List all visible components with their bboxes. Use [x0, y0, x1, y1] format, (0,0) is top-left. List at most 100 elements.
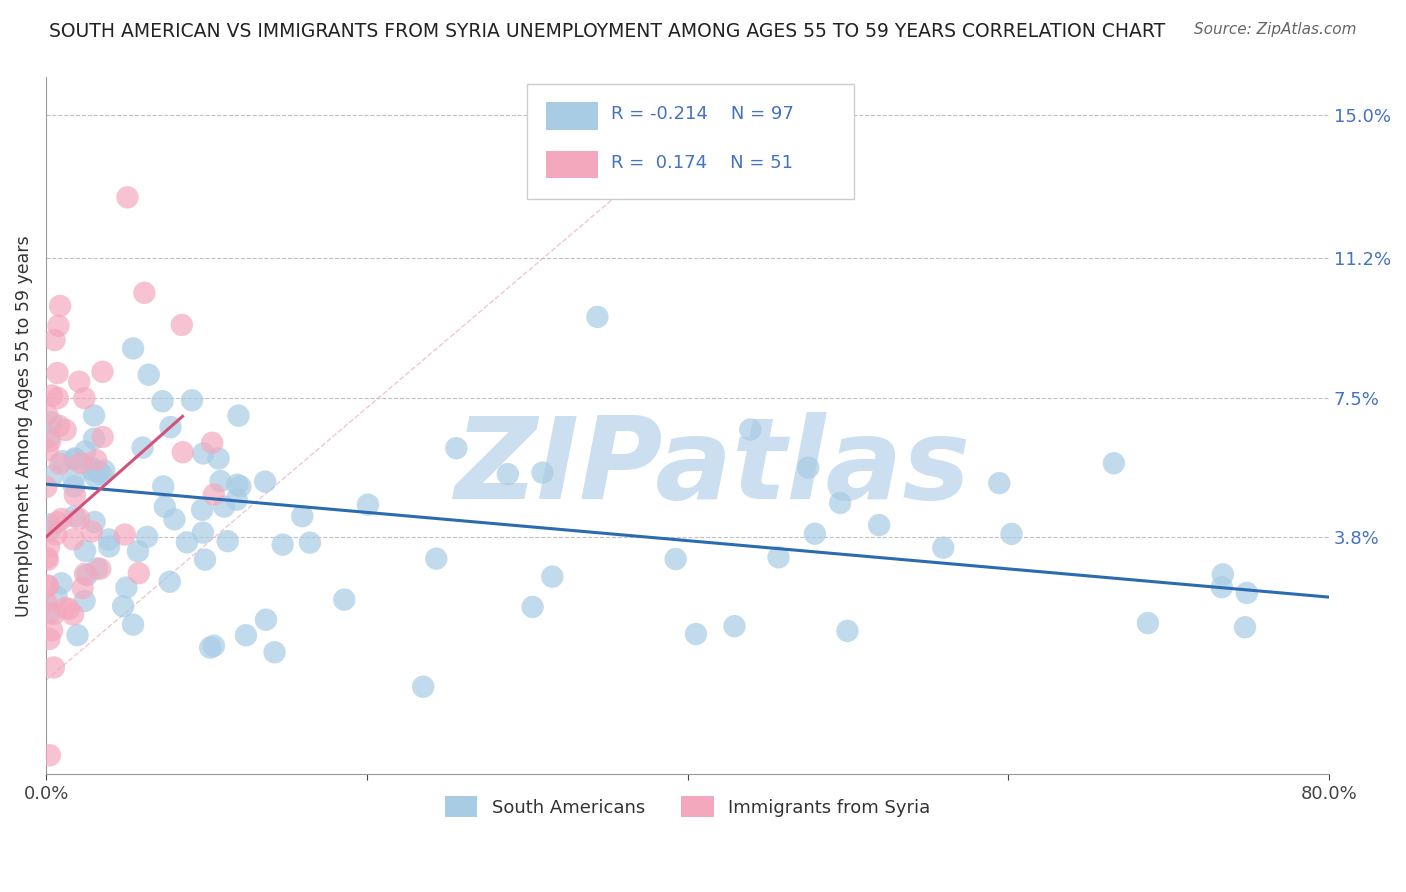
Point — [1236, 586, 1258, 600]
Point — [41, 468, 63, 483]
Point — [1234, 620, 1257, 634]
Point — [38, 541, 60, 555]
Point — [229, 479, 252, 493]
Point — [127, 544, 149, 558]
Point — [72, 581, 94, 595]
Point — [531, 466, 554, 480]
Point — [38, 517, 60, 532]
Point — [271, 538, 294, 552]
Point — [159, 420, 181, 434]
Point — [45, 527, 67, 541]
Point — [51, 576, 73, 591]
Text: R = -0.214    N = ​97: R = -0.214 N = ​97 — [610, 105, 793, 123]
Point — [225, 492, 247, 507]
Point — [73, 391, 96, 405]
Text: R =  0.174    N = ​51: R = 0.174 N = ​51 — [610, 154, 793, 172]
Point — [62, 471, 84, 485]
Point — [58, 602, 80, 616]
Point — [37, 442, 59, 457]
Point — [136, 530, 159, 544]
Point — [73, 566, 96, 581]
Point — [48, 457, 70, 471]
Point — [63, 479, 86, 493]
Point — [138, 368, 160, 382]
Point — [53, 601, 76, 615]
Point — [44, 333, 66, 347]
Point — [48, 419, 70, 434]
Text: SOUTH AMERICAN VS IMMIGRANTS FROM SYRIA UNEMPLOYMENT AMONG AGES 55 TO 59 YEARS C: SOUTH AMERICAN VS IMMIGRANTS FROM SYRIA … — [49, 22, 1166, 41]
Point — [93, 464, 115, 478]
Point — [122, 342, 145, 356]
Point — [868, 518, 890, 533]
Point — [80, 461, 103, 475]
Point — [69, 456, 91, 470]
Point — [80, 524, 103, 539]
Point — [122, 617, 145, 632]
Point — [89, 562, 111, 576]
Point — [209, 474, 232, 488]
Point — [522, 599, 544, 614]
Point — [83, 432, 105, 446]
Point — [67, 375, 90, 389]
Text: ZIPatlas: ZIPatlas — [456, 412, 972, 523]
Point — [75, 444, 97, 458]
Point — [46, 366, 69, 380]
Point — [988, 476, 1011, 491]
Point — [83, 515, 105, 529]
Point — [84, 453, 107, 467]
Point — [235, 628, 257, 642]
Bar — [547, 102, 598, 129]
Point — [131, 441, 153, 455]
Point — [41, 388, 63, 402]
Point — [38, 632, 60, 646]
Point — [41, 415, 63, 429]
Point — [932, 541, 955, 555]
Point — [38, 430, 60, 444]
Point — [1212, 567, 1234, 582]
Point — [44, 607, 66, 621]
Point — [163, 512, 186, 526]
Point — [191, 503, 214, 517]
Point — [357, 498, 380, 512]
Point — [425, 551, 447, 566]
Point — [76, 568, 98, 582]
Point — [63, 509, 86, 524]
Point — [412, 680, 434, 694]
Point — [98, 540, 121, 554]
Point — [63, 451, 86, 466]
Point — [45, 590, 67, 604]
Point — [117, 190, 139, 204]
Point — [38, 524, 60, 538]
Point — [87, 465, 110, 479]
Point — [49, 299, 72, 313]
Y-axis label: Unemployment Among Ages 55 to 59 years: Unemployment Among Ages 55 to 59 years — [15, 235, 32, 616]
Point — [830, 496, 852, 510]
Point — [586, 310, 609, 324]
Point — [35, 480, 58, 494]
Point — [62, 607, 84, 622]
Point — [198, 640, 221, 655]
Point — [152, 479, 174, 493]
Point — [37, 579, 59, 593]
Point — [291, 509, 314, 524]
Point — [112, 599, 135, 614]
Point — [46, 515, 69, 529]
Point — [446, 441, 468, 455]
Point — [202, 639, 225, 653]
Point — [1136, 615, 1159, 630]
Point — [212, 500, 235, 514]
Point — [665, 552, 688, 566]
Point — [201, 435, 224, 450]
Point — [82, 463, 104, 477]
Point — [114, 527, 136, 541]
Point — [115, 581, 138, 595]
Point — [298, 535, 321, 549]
Point — [496, 467, 519, 482]
Point — [90, 467, 112, 482]
Point — [83, 409, 105, 423]
Point — [685, 627, 707, 641]
Point — [202, 487, 225, 501]
Point — [38, 748, 60, 763]
Point — [191, 525, 214, 540]
Point — [152, 394, 174, 409]
